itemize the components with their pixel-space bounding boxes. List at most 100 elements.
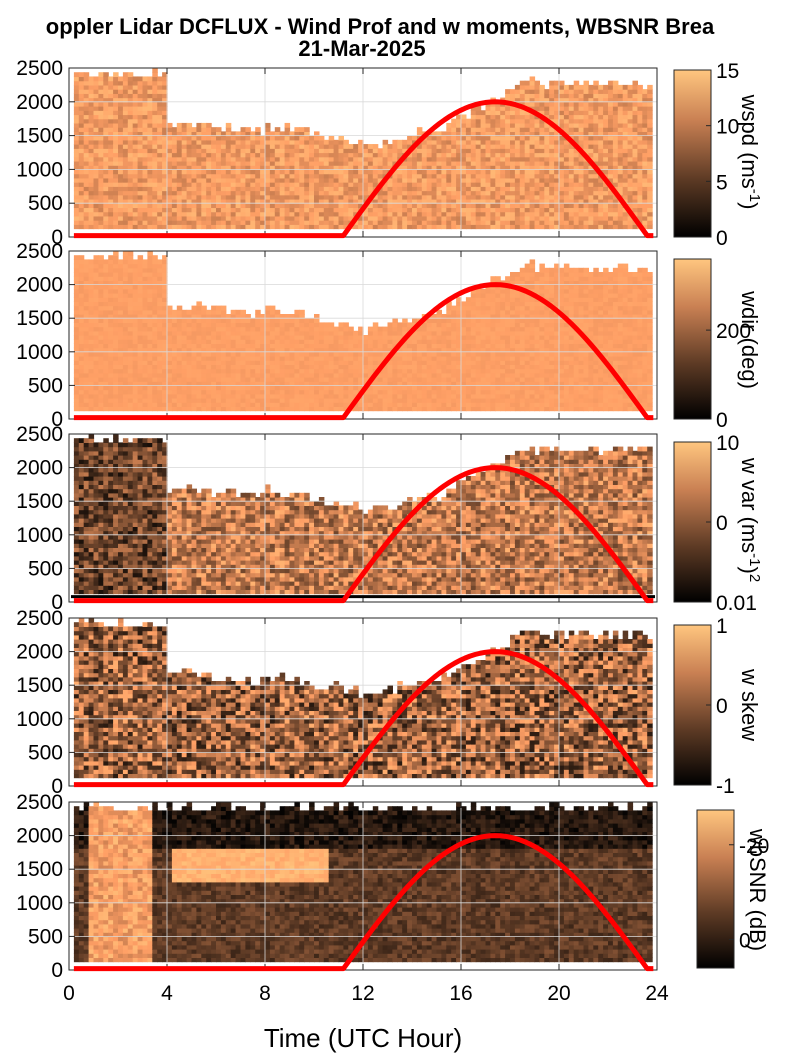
heatmap-cell xyxy=(108,93,114,99)
heatmap-cell xyxy=(485,203,491,209)
heatmap-cell xyxy=(225,215,232,221)
heatmap-cell xyxy=(539,224,545,230)
heatmap-cell xyxy=(299,135,305,141)
heatmap-cell xyxy=(603,114,609,120)
heatmap-cell xyxy=(559,186,565,192)
heatmap-cell xyxy=(407,160,413,166)
heatmap-cell xyxy=(500,156,506,162)
heatmap-cell xyxy=(465,211,472,217)
heatmap-cell xyxy=(255,190,261,196)
heatmap-cell xyxy=(490,148,496,154)
heatmap-cell xyxy=(475,144,482,149)
heatmap-cell xyxy=(451,182,457,187)
heatmap-cell xyxy=(416,152,423,158)
heatmap-cell xyxy=(323,343,330,349)
heatmap-cell xyxy=(255,389,261,395)
heatmap-cell xyxy=(441,182,447,187)
heatmap-cell xyxy=(113,165,119,170)
heatmap-cell xyxy=(284,330,291,336)
heatmap-cell xyxy=(279,356,286,361)
heatmap-cell xyxy=(127,194,134,200)
heatmap-cell xyxy=(544,190,550,196)
heatmap-cell xyxy=(137,314,144,319)
heatmap-cell xyxy=(593,97,599,103)
heatmap-cell xyxy=(500,198,506,204)
heatmap-cell xyxy=(162,80,168,86)
heatmap-cell xyxy=(108,318,114,323)
heatmap-cell xyxy=(186,393,193,399)
heatmap-cell xyxy=(201,224,207,230)
heatmap-cell xyxy=(436,173,442,179)
heatmap-cell xyxy=(603,84,609,90)
heatmap-cell xyxy=(147,148,153,154)
heatmap-cell xyxy=(230,330,237,336)
heatmap-cell xyxy=(539,122,545,128)
heatmap-cell xyxy=(510,110,516,116)
heatmap-cell xyxy=(191,351,197,357)
heatmap-cell xyxy=(103,347,109,353)
heatmap-cell xyxy=(113,156,119,162)
heatmap-cell xyxy=(201,385,207,391)
heatmap-cell xyxy=(421,177,428,183)
heatmap-cell xyxy=(181,198,188,204)
heatmap-cell xyxy=(642,127,648,132)
heatmap-cell xyxy=(162,106,168,111)
heatmap-cell xyxy=(573,152,580,158)
heatmap-cell xyxy=(436,165,442,170)
heatmap-cell xyxy=(147,351,153,357)
heatmap-cell xyxy=(465,224,472,230)
heatmap-cell xyxy=(211,173,217,179)
heatmap-cell xyxy=(181,402,188,407)
heatmap-cell xyxy=(637,110,643,116)
heatmap-cell xyxy=(314,314,320,319)
heatmap-cell xyxy=(255,330,261,336)
heatmap-cell xyxy=(118,198,124,204)
heatmap-cell xyxy=(637,207,643,213)
heatmap-cell xyxy=(206,339,212,344)
heatmap-cell xyxy=(314,160,320,166)
heatmap-cell xyxy=(118,297,124,302)
heatmap-cell xyxy=(88,135,95,141)
heatmap-cell xyxy=(245,186,251,192)
heatmap-cell xyxy=(220,211,227,217)
heatmap-cell xyxy=(152,402,158,407)
heatmap-cell xyxy=(73,152,80,158)
heatmap-cell xyxy=(142,80,148,86)
heatmap-cell xyxy=(328,368,335,374)
heatmap-cell xyxy=(122,263,129,269)
heatmap-cell xyxy=(216,139,222,145)
heatmap-cell xyxy=(211,343,217,349)
heatmap-cell xyxy=(142,398,148,403)
heatmap-cell xyxy=(475,182,482,187)
heatmap-cell xyxy=(299,385,305,391)
heatmap-cell xyxy=(142,173,148,179)
heatmap-cell xyxy=(225,190,232,196)
heatmap-cell xyxy=(475,114,482,120)
heatmap-cell xyxy=(461,215,467,221)
heatmap-cell xyxy=(211,339,217,344)
heatmap-cell xyxy=(137,165,144,170)
heatmap-cell xyxy=(421,165,428,170)
heatmap-cell xyxy=(612,118,619,124)
heatmap-cell xyxy=(132,122,139,128)
heatmap-cell xyxy=(588,173,594,179)
heatmap-cell xyxy=(142,84,148,90)
heatmap-cell xyxy=(230,203,237,209)
heatmap-cell xyxy=(122,224,129,230)
heatmap-cell xyxy=(103,288,109,294)
heatmap-cell xyxy=(73,122,80,128)
heatmap-cell xyxy=(485,156,491,162)
heatmap-cell xyxy=(147,402,153,407)
heatmap-cell xyxy=(490,160,496,166)
heatmap-cell xyxy=(284,139,291,145)
heatmap-cell xyxy=(265,139,271,145)
heatmap-cell xyxy=(490,106,496,111)
heatmap-cell xyxy=(147,314,153,319)
heatmap-cell xyxy=(83,127,90,132)
heatmap-cell xyxy=(181,339,188,344)
heatmap-cell xyxy=(622,93,629,99)
heatmap-cell xyxy=(294,220,300,225)
heatmap-cell xyxy=(147,198,153,204)
heatmap-cell xyxy=(348,182,354,187)
heatmap-cell xyxy=(73,284,80,290)
